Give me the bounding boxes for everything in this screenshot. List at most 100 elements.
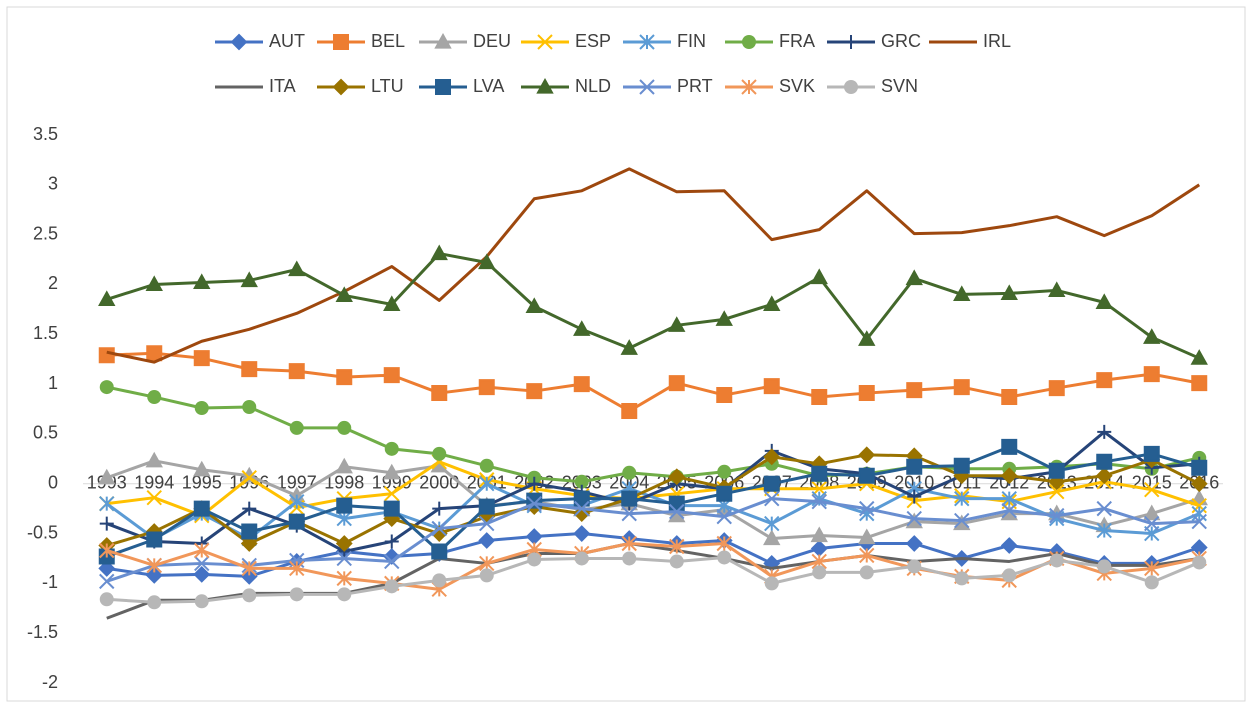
marker [194, 555, 210, 572]
marker [431, 385, 448, 402]
marker [620, 339, 638, 355]
marker [953, 457, 970, 474]
marker [844, 35, 858, 49]
marker [621, 402, 638, 419]
marker [1143, 504, 1161, 521]
marker [478, 498, 495, 515]
marker [240, 271, 258, 288]
marker [1049, 483, 1065, 500]
marker [1048, 380, 1065, 397]
marker [242, 400, 257, 415]
marker [954, 490, 970, 507]
marker [906, 510, 922, 527]
legend-label: ITA [269, 76, 296, 96]
marker [763, 529, 781, 546]
marker [844, 80, 858, 94]
marker [1000, 284, 1018, 301]
marker [383, 367, 400, 384]
legend-marker [537, 34, 553, 50]
marker [479, 555, 495, 572]
marker [193, 565, 211, 583]
x-tick-label: 1998 [324, 472, 364, 492]
marker [194, 401, 209, 416]
legend-marker [435, 79, 451, 95]
legend-label: SVN [881, 76, 918, 96]
marker [336, 369, 353, 386]
marker [717, 550, 732, 565]
y-tick-label: 3.5 [33, 124, 58, 144]
marker [1143, 328, 1161, 344]
marker [763, 448, 781, 466]
marker [810, 526, 828, 543]
marker [859, 500, 875, 517]
legend-label: IRL [983, 31, 1011, 51]
marker [1001, 490, 1017, 507]
marker [289, 560, 305, 577]
marker [478, 253, 496, 270]
marker [145, 566, 163, 584]
marker [573, 525, 591, 542]
marker [668, 495, 685, 512]
marker [859, 565, 874, 580]
marker [336, 497, 353, 514]
marker [716, 535, 732, 552]
marker [668, 316, 686, 332]
marker [384, 534, 399, 549]
marker [1048, 281, 1066, 298]
marker [1000, 467, 1018, 485]
marker [639, 79, 655, 95]
line [106, 385, 1200, 484]
marker [336, 510, 352, 527]
legend-label: LTU [371, 76, 404, 96]
marker [574, 500, 590, 517]
marker [147, 390, 162, 405]
legend-label: BEL [371, 31, 405, 51]
marker [1048, 462, 1065, 479]
marker [953, 285, 971, 302]
marker [907, 559, 922, 574]
marker [1096, 372, 1113, 389]
marker [288, 260, 306, 277]
marker [1191, 513, 1207, 530]
legend-marker [230, 33, 248, 51]
marker [1001, 389, 1018, 406]
marker [145, 275, 163, 292]
line [106, 532, 1200, 578]
series [106, 167, 1201, 364]
marker [1190, 349, 1208, 365]
marker [98, 560, 116, 577]
marker [669, 503, 685, 520]
marker [811, 465, 828, 482]
legend-marker [741, 79, 757, 95]
legend-label: NLD [575, 76, 611, 96]
y-tick-label: 1 [48, 373, 58, 393]
y-tick-label: -0.5 [27, 522, 58, 542]
marker [621, 505, 637, 522]
marker [763, 295, 781, 311]
marker [384, 553, 400, 570]
marker [669, 554, 684, 569]
y-tick-label: -1 [42, 572, 58, 592]
y-tick-label: 3 [48, 174, 58, 194]
marker [98, 347, 115, 364]
marker [335, 286, 353, 303]
marker [435, 79, 451, 95]
marker [858, 385, 875, 402]
marker [764, 490, 780, 507]
marker [573, 505, 591, 523]
marker [434, 32, 452, 49]
marker [193, 500, 210, 517]
marker [1001, 438, 1018, 455]
marker [336, 570, 352, 587]
y-tick-label: -2 [42, 672, 58, 692]
x-tick-label: 2000 [419, 472, 459, 492]
series [98, 345, 1208, 419]
marker [573, 376, 590, 393]
marker [526, 383, 543, 400]
legend-label: GRC [881, 31, 921, 51]
marker [336, 550, 352, 567]
y-tick-label: 2 [48, 273, 58, 293]
legend-label: ESP [575, 31, 611, 51]
marker [241, 523, 258, 540]
marker [668, 375, 685, 392]
